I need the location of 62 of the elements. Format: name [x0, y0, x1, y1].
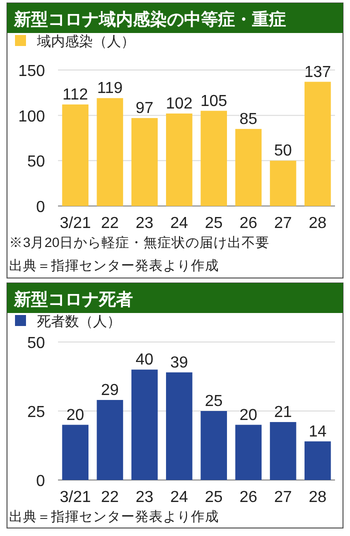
data-label: 112: [62, 86, 88, 104]
source-note: 出典＝指揮センター発表より作成: [9, 509, 219, 524]
data-label: 137: [304, 64, 332, 81]
bar: [200, 411, 227, 480]
bar: [96, 400, 124, 480]
data-label: 40: [136, 352, 154, 369]
data-label: 14: [308, 423, 327, 440]
data-label: 119: [97, 80, 123, 98]
data-label: 39: [170, 354, 188, 372]
data-label: 102: [166, 96, 193, 113]
data-label: 21: [274, 404, 292, 422]
bar: [200, 110, 227, 206]
y-tick-label: 0: [36, 199, 46, 216]
bar: [304, 441, 331, 480]
x-tick-label: 22: [101, 489, 119, 506]
legend-label: 死者数（人）: [37, 313, 121, 329]
x-tick-label: 27: [274, 489, 292, 506]
y-tick-label: 50: [27, 335, 46, 352]
bar: [235, 128, 262, 206]
chart-title: 新型コロナ域内感染の中等症・重症: [13, 10, 286, 29]
y-tick-label: 25: [27, 404, 46, 421]
data-label: 20: [240, 406, 258, 424]
data-label: 85: [240, 110, 258, 128]
bar: [166, 114, 192, 206]
data-label: 97: [136, 100, 154, 118]
bar: [270, 160, 296, 206]
source-note: 出典＝指揮センター発表より作成: [9, 258, 219, 273]
x-tick-label: 3/21: [60, 489, 91, 506]
bar: [131, 118, 158, 206]
x-tick-label: 25: [204, 489, 223, 506]
bar: [235, 424, 262, 480]
y-tick-label: 0: [36, 473, 46, 490]
x-tick-label: 25: [204, 215, 223, 232]
x-tick-label: 26: [240, 215, 258, 232]
bar: [96, 98, 124, 206]
x-tick-label: 26: [240, 489, 258, 506]
x-tick-label: 23: [136, 489, 154, 506]
x-tick-label: 28: [308, 489, 327, 506]
x-tick-label: 22: [101, 215, 119, 232]
x-tick-label: 27: [274, 215, 292, 232]
data-label: 50: [274, 142, 292, 160]
data-label: 29: [101, 382, 119, 399]
y-tick-label: 150: [18, 63, 46, 80]
bar: [270, 422, 296, 480]
chart-title: 新型コロナ死者: [13, 290, 133, 309]
x-tick-label: 23: [136, 215, 154, 232]
bar: [131, 370, 158, 480]
x-tick-label: 24: [170, 489, 188, 506]
x-tick-label: 3/21: [60, 215, 91, 232]
legend-label: 域内感染（人）: [36, 33, 135, 49]
bar: [166, 372, 192, 480]
data-label: 25: [204, 393, 223, 410]
y-tick-label: 50: [27, 154, 46, 171]
bar: [62, 424, 88, 480]
data-label: 20: [66, 406, 84, 424]
text: ※3月20日から軽症・無症状の届け出不要: [9, 235, 270, 250]
bar: [304, 82, 331, 206]
bar: [62, 104, 88, 206]
y-tick-label: 100: [18, 108, 46, 126]
x-tick-label: 24: [170, 215, 188, 232]
data-label: 105: [200, 92, 228, 110]
x-tick-label: 28: [308, 215, 327, 232]
